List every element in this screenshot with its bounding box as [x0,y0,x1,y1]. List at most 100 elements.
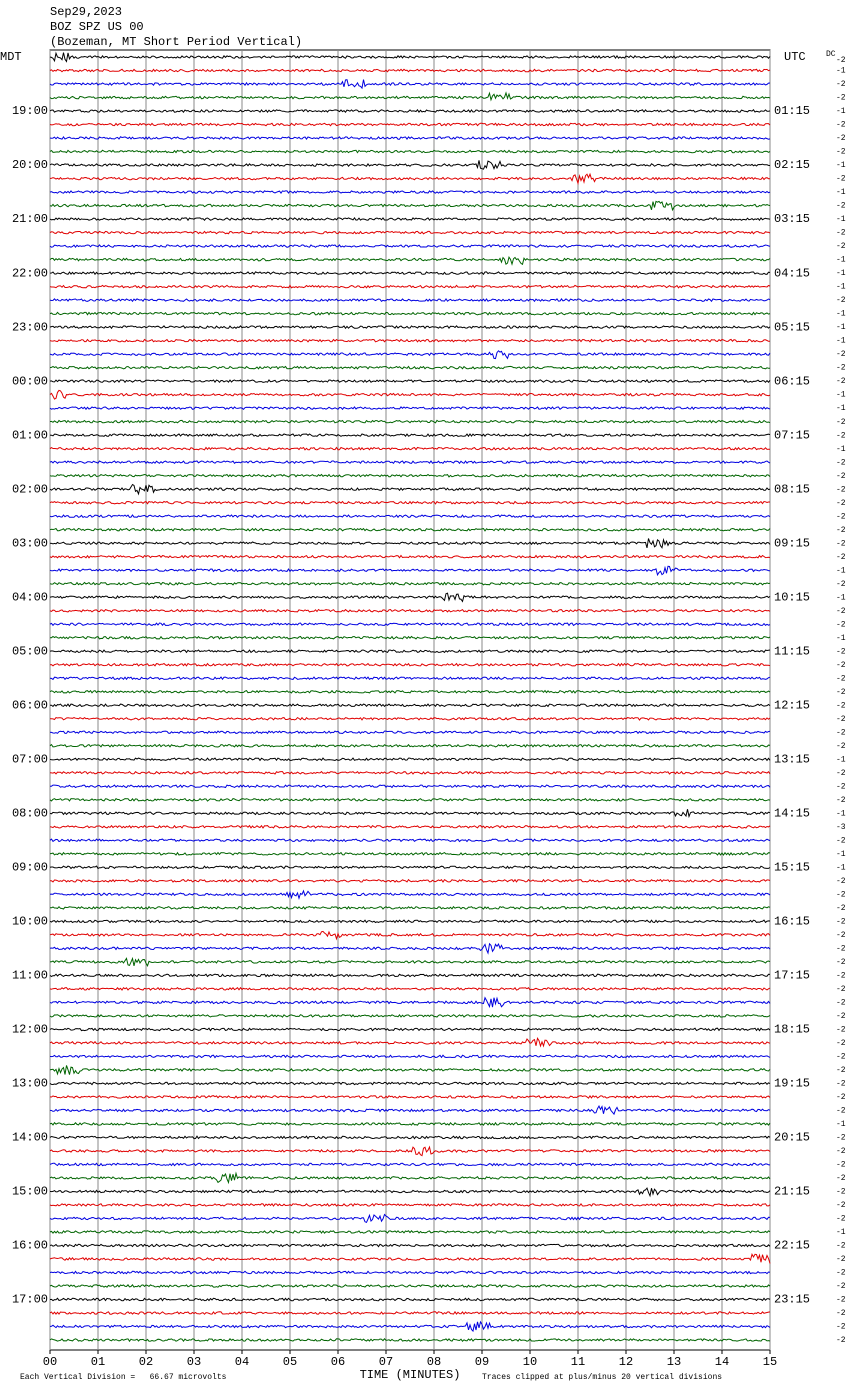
trace [49,1171,771,1185]
trace [49,743,771,748]
trace [49,200,771,212]
trace [49,108,771,114]
trace [49,1121,771,1126]
mdt-label: 04:00 [12,590,48,604]
dc-offset: -2 [836,1323,846,1332]
trace [49,190,771,194]
dc-offset: -2 [836,202,846,211]
trace [49,122,771,127]
dc-offset: -2 [836,121,846,130]
x-axis-label: TIME (MINUTES) [360,1368,461,1382]
trace [49,662,771,667]
trace [49,284,771,289]
mdt-label: 05:00 [12,644,48,658]
mdt-label: 19:00 [12,104,48,118]
trace [49,1054,771,1059]
dc-offset: -2 [836,1025,846,1034]
trace [49,389,771,400]
utc-label: 04:15 [774,266,810,280]
trace [49,365,770,370]
utc-label: 21:15 [774,1185,810,1199]
title-line: (Bozeman, MT Short Period Vertical) [50,35,302,49]
x-tick-label: 10 [523,1355,537,1369]
dc-offset: -2 [836,472,846,481]
dc-offset: -2 [836,80,846,89]
dc-offset: -1 [836,67,846,76]
utc-label: 17:15 [774,969,810,983]
dc-offset: -2 [836,134,846,143]
trace [49,608,771,613]
left-zone: MDT [0,50,22,64]
dc-offset: -2 [836,998,846,1007]
dc-offset: -1 [836,323,846,332]
mdt-label: 21:00 [12,212,48,226]
dc-offset: -1 [836,404,846,413]
trace [49,325,771,330]
x-tick-label: 09 [475,1355,489,1369]
trace [49,809,771,819]
trace [49,514,771,519]
dc-header: DC [826,50,836,59]
dc-offset: -2 [836,1296,846,1305]
utc-label: 03:15 [774,212,810,226]
dc-offset: -2 [836,701,846,710]
dc-offset: -2 [836,944,846,953]
dc-offset: -2 [836,931,846,940]
dc-offset: -2 [836,364,846,373]
trace [49,770,771,775]
utc-label: 06:15 [774,374,810,388]
x-tick-label: 13 [667,1355,681,1369]
trace [49,433,771,438]
trace [49,1243,771,1248]
dc-offset: -1 [836,215,846,224]
dc-offset: -2 [836,1052,846,1061]
mdt-label: 03:00 [12,536,48,550]
trace [49,537,771,549]
dc-offset: -2 [836,1093,846,1102]
dc-offset: -2 [836,1012,846,1021]
trace [49,159,771,170]
trace [49,1187,771,1198]
trace [49,1202,771,1207]
trace [49,942,771,955]
dc-offset: -2 [836,1039,846,1048]
trace [49,581,771,586]
dc-offset: -2 [836,1282,846,1291]
trace [49,565,771,577]
x-tick-label: 06 [331,1355,345,1369]
trace [49,419,771,424]
dc-offset: -2 [836,229,846,238]
utc-label: 05:15 [774,320,810,334]
trace [49,996,771,1009]
utc-label: 12:15 [774,698,810,712]
trace [49,446,771,451]
dc-offset: -1 [836,566,846,575]
dc-offset: -2 [836,242,846,251]
trace [49,230,771,235]
dc-offset: -1 [836,809,846,818]
x-tick-label: 15 [763,1355,777,1369]
dc-offset: -1 [836,107,846,116]
dc-offset: -2 [836,796,846,805]
x-tick-label: 14 [715,1355,729,1369]
utc-label: 13:15 [774,752,810,766]
trace [49,1310,771,1316]
dc-offset: -2 [836,782,846,791]
trace [49,217,771,222]
dc-offset: -2 [836,1161,846,1170]
utc-label: 22:15 [774,1239,810,1253]
utc-label: 11:15 [774,644,810,658]
dc-offset: -2 [836,1188,846,1197]
dc-offset: -2 [836,728,846,737]
dc-offset: -1 [836,1228,846,1237]
trace [50,905,771,910]
utc-label: 23:15 [774,1293,810,1307]
dc-offset: -2 [836,580,846,589]
dc-offset: -1 [836,755,846,764]
mdt-label: 10:00 [12,915,48,929]
dc-offset: -2 [836,1269,846,1278]
trace [49,149,771,154]
x-tick-label: 11 [571,1355,585,1369]
